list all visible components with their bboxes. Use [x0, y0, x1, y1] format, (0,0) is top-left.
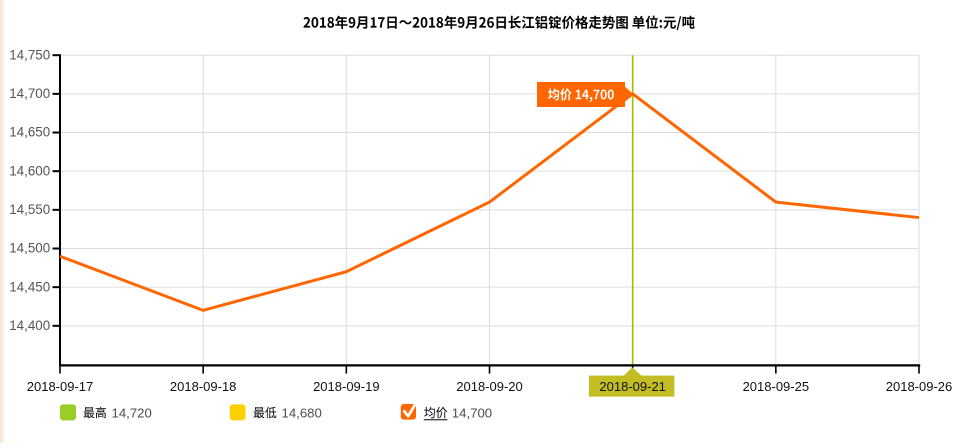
svg-text:14,700: 14,700 [452, 405, 492, 420]
svg-text:2018-09-26: 2018-09-26 [886, 379, 953, 394]
svg-text:14,600: 14,600 [9, 163, 50, 178]
svg-text:14,700: 14,700 [9, 86, 50, 101]
svg-text:14,400: 14,400 [9, 318, 50, 333]
svg-text:2018-09-25: 2018-09-25 [743, 379, 810, 394]
svg-text:14,750: 14,750 [9, 47, 50, 62]
svg-text:14,650: 14,650 [9, 125, 50, 140]
svg-text:14,500: 14,500 [9, 241, 50, 256]
svg-text:2018-09-19: 2018-09-19 [313, 379, 380, 394]
svg-text:2018-09-20: 2018-09-20 [456, 379, 523, 394]
svg-text:2018-09-21: 2018-09-21 [599, 379, 666, 394]
svg-text:2018-09-18: 2018-09-18 [170, 379, 237, 394]
svg-text:14,450: 14,450 [9, 279, 50, 294]
svg-text:14,720: 14,720 [112, 405, 152, 420]
svg-text:2018-09-17: 2018-09-17 [27, 379, 94, 394]
svg-text:14,680: 14,680 [282, 405, 322, 420]
svg-text:14,550: 14,550 [9, 202, 50, 217]
